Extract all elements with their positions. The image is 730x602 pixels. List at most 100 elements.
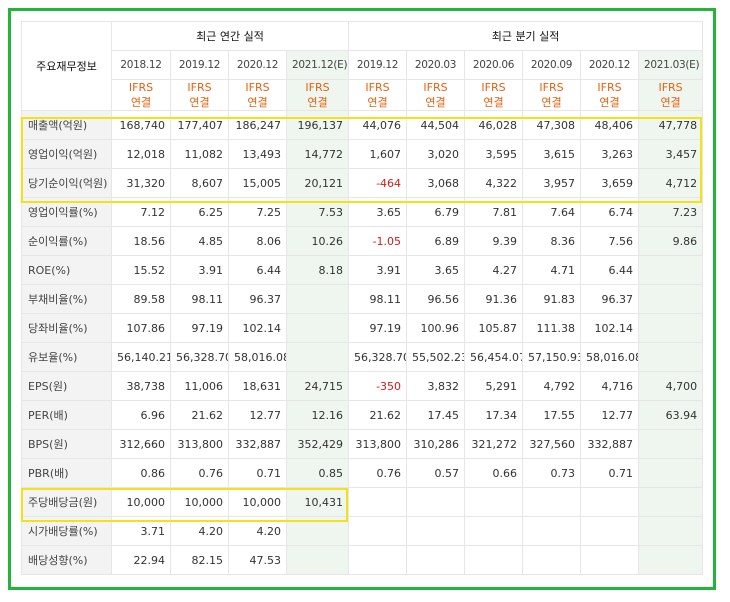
value-cell: 332,887 — [580, 429, 640, 459]
value-cell — [638, 429, 704, 459]
value-cell: 24,715 — [285, 371, 350, 401]
row-label: PBR(배) — [21, 458, 112, 488]
value-cell: 6.44 — [580, 255, 640, 285]
value-cell: 310,286 — [406, 429, 466, 459]
row-label: 당좌비율(%) — [21, 313, 112, 343]
period-header: 2020.09 — [522, 50, 582, 80]
table-row: 매출액(억원) 168,740 177,407 186,247 196,137 44,07… — [21, 110, 704, 140]
value-cell: 186,247 — [228, 110, 287, 140]
row-label: 유보율(%) — [21, 342, 112, 372]
value-cell: 3.65 — [406, 255, 466, 285]
value-cell: 14,772 — [285, 139, 350, 169]
value-cell — [285, 516, 350, 546]
value-cell: 15,005 — [228, 168, 287, 198]
value-cell: 3,832 — [406, 371, 466, 401]
value-cell: 0.71 — [228, 458, 287, 488]
value-cell: 6.44 — [228, 255, 287, 285]
value-cell: 7.81 — [464, 197, 524, 227]
value-cell: 57,150.93 — [522, 342, 582, 372]
value-cell: 8.06 — [228, 226, 287, 256]
value-cell: 55,502.23 — [406, 342, 466, 372]
value-cell: 4.85 — [170, 226, 229, 256]
value-cell — [638, 342, 704, 372]
row-label: EPS(원) — [21, 371, 112, 401]
value-cell: 97.19 — [170, 313, 229, 343]
value-cell: 7.53 — [285, 197, 350, 227]
value-cell: 4,322 — [464, 168, 524, 198]
value-cell: 177,407 — [170, 110, 229, 140]
value-cell: 96.37 — [580, 284, 640, 314]
ifrs-line2: 연결 — [130, 96, 152, 109]
value-cell: 105.87 — [464, 313, 524, 343]
value-cell: 56,454.07 — [464, 342, 524, 372]
value-cell — [406, 487, 466, 517]
value-cell: 3.91 — [170, 255, 229, 285]
value-cell: 4,716 — [580, 371, 640, 401]
value-cell: 47,778 — [638, 110, 704, 140]
row-label: PER(배) — [21, 400, 112, 430]
ifrs-label: IFRS 연결 — [348, 79, 408, 111]
row-label: 주당배당금(원) — [21, 487, 112, 517]
value-cell: 10,000 — [228, 487, 287, 517]
ifrs-line2: 연결 — [189, 96, 210, 109]
value-cell: 56,140.21 — [111, 342, 171, 372]
value-cell: 8,607 — [170, 168, 229, 198]
value-cell — [348, 545, 408, 575]
table-row: EPS(원) 38,738 11,006 18,631 24,715 -350 3,832 5… — [21, 371, 704, 401]
value-cell: 100.96 — [406, 313, 466, 343]
value-cell: 4.71 — [522, 255, 582, 285]
value-cell: 97.19 — [348, 313, 408, 343]
value-cell: 4,792 — [522, 371, 582, 401]
value-cell: 10,000 — [170, 487, 229, 517]
value-cell: 332,887 — [228, 429, 287, 459]
value-cell: 3,595 — [464, 139, 524, 169]
ifrs-line1: IFRS — [245, 81, 270, 94]
ifrs-line2: 연결 — [660, 96, 681, 109]
row-label: 영업이익(억원) — [21, 139, 112, 169]
value-cell: 56,328.70 — [170, 342, 229, 372]
value-cell: 0.86 — [111, 458, 171, 488]
value-cell: 58,016.08 — [580, 342, 640, 372]
value-cell: 4,712 — [638, 168, 704, 198]
value-cell: 3.65 — [348, 197, 408, 227]
value-cell: 91.83 — [522, 284, 582, 314]
ifrs-line1: IFRS — [481, 81, 506, 94]
value-cell — [638, 545, 704, 575]
value-cell: 21.62 — [170, 400, 229, 430]
value-cell: 4,700 — [638, 371, 704, 401]
ifrs-line1: IFRS — [658, 81, 683, 94]
value-cell: 12.77 — [228, 400, 287, 430]
row-label: 당기순이익(억원) — [21, 168, 112, 198]
value-cell: 15.52 — [111, 255, 171, 285]
value-cell: 0.76 — [348, 458, 408, 488]
period-header-row: 2018.12 2019.12 2020.12 2021.12(E) 2019.12 20… — [22, 50, 704, 80]
value-cell — [522, 545, 582, 575]
period-header: 2021.03(E) — [638, 50, 704, 80]
value-cell: 12.16 — [285, 400, 350, 430]
value-cell — [285, 545, 350, 575]
value-cell: 3,957 — [522, 168, 582, 198]
value-cell: 7.64 — [522, 197, 582, 227]
ifrs-label: IFRS 연결 — [522, 79, 582, 111]
row-label: BPS(원) — [21, 429, 112, 459]
value-cell: 168,740 — [111, 110, 171, 140]
value-cell: 58,016.08 — [228, 342, 287, 372]
value-cell — [638, 458, 704, 488]
period-header: 2019.12 — [170, 50, 229, 80]
period-header: 2020.12 — [228, 50, 287, 80]
value-cell: 107.86 — [111, 313, 171, 343]
value-cell — [580, 545, 640, 575]
row-label: 영업이익률(%) — [21, 197, 112, 227]
value-cell: 10,000 — [111, 487, 171, 517]
value-cell: 10,431 — [285, 487, 350, 517]
table-row: PER(배) 6.96 21.62 12.77 12.16 21.62 17.45 17.34… — [21, 400, 704, 430]
table-row: 영업이익률(%) 7.12 6.25 7.25 7.53 3.65 6.79 7.81 7.64… — [21, 197, 704, 227]
ifrs-label: IFRS 연결 — [111, 79, 171, 111]
table-row: 시가배당률(%) 3.71 4.20 4.20 — [21, 516, 704, 546]
ifrs-line1: IFRS — [187, 81, 212, 94]
ifrs-line2: 연결 — [483, 96, 504, 109]
value-cell: 102.14 — [228, 313, 287, 343]
table-row: 유보율(%) 56,140.21 56,328.70 58,016.08 56,328.… — [21, 342, 704, 372]
value-cell: 3,263 — [580, 139, 640, 169]
ifrs-line2: 연결 — [247, 96, 268, 109]
